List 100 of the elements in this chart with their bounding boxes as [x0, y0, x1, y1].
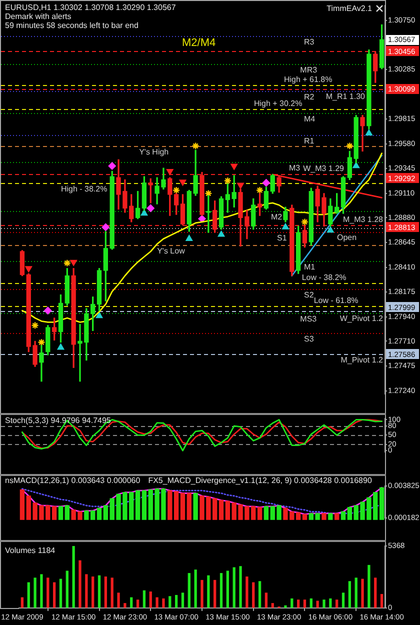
bar [334, 513, 340, 520]
bar [103, 505, 108, 520]
bar [246, 576, 248, 608]
point [192, 142, 200, 150]
annotation: M_M3 1.28 [342, 215, 384, 224]
bar [142, 490, 147, 520]
bar [380, 594, 384, 608]
point [327, 226, 334, 233]
ref-line-label: M2 [270, 212, 283, 222]
bar [361, 578, 364, 608]
bar [34, 578, 36, 608]
point [57, 344, 64, 350]
bar [310, 598, 312, 608]
bar [258, 581, 262, 608]
point [262, 179, 270, 187]
point [204, 190, 212, 198]
bar [348, 581, 352, 608]
ref-line-label: Open [336, 233, 357, 242]
bar [303, 600, 306, 608]
bar [316, 600, 319, 608]
bar [64, 505, 70, 520]
bar [52, 506, 57, 520]
annotation: M_R1 1.30 [326, 92, 366, 102]
bar [329, 598, 332, 608]
ref-line-label: R1 [304, 136, 315, 146]
point [218, 230, 225, 237]
bar [78, 560, 82, 608]
bar [296, 512, 301, 520]
text: FX5_MACD_Divergence_v1.1(12, 26, 9) 0.0036428 0.0016890 [148, 476, 372, 486]
bar [226, 570, 230, 608]
bar [66, 570, 68, 608]
bar [96, 508, 102, 520]
bar [342, 592, 345, 608]
bar [85, 574, 88, 608]
bar [130, 597, 133, 608]
bar [296, 600, 300, 608]
ref-line-label: M3 [288, 163, 301, 172]
bar [149, 592, 152, 608]
bar [162, 598, 165, 608]
bar [46, 578, 50, 608]
bar [156, 597, 158, 608]
bar [354, 578, 358, 608]
ref-line-label: S3 [304, 334, 314, 344]
bar [40, 574, 43, 608]
annotation: M2/M4 [182, 37, 216, 50]
ref-line-label: S2 [304, 290, 314, 300]
bar [174, 491, 179, 520]
bar [20, 489, 25, 520]
bar [214, 580, 216, 608]
point [166, 169, 174, 176]
annotation: W_Pivot 1.2 [340, 314, 384, 324]
annotation: TimmEAv2.1 [326, 4, 373, 14]
bar [374, 578, 377, 608]
bar [168, 596, 172, 608]
bar [368, 564, 370, 608]
ref-line-label: MS3 [300, 314, 318, 324]
ref-line-label: Y's High [139, 147, 169, 156]
chart-title: nsMACD(12,26,1) 0.003643 0.000060 [5, 476, 141, 486]
point [256, 186, 264, 194]
bar [20, 597, 24, 608]
point [282, 223, 289, 230]
bar [302, 514, 308, 520]
bar [174, 594, 178, 608]
bar [322, 600, 326, 608]
ref-line-label: R3 [304, 37, 315, 46]
point [366, 129, 372, 136]
bar [58, 506, 64, 520]
bar [186, 492, 192, 520]
bar [136, 600, 140, 608]
bar [264, 592, 268, 608]
ref-line-label: High + 61.8% [284, 75, 332, 84]
bar [347, 506, 352, 520]
chart-title: EURUSD,H1 1.30302 1.30708 1.30290 1.30567 [5, 3, 176, 12]
bar [322, 513, 326, 520]
bar [284, 605, 287, 608]
chart-title: Stoch(5,3,3) 94.9796 94.7495 [5, 416, 112, 426]
bar [328, 513, 333, 520]
point [70, 260, 77, 266]
bar [252, 582, 255, 608]
bar [181, 592, 184, 608]
point [346, 142, 354, 150]
annotation: W_M3 1.29 [303, 164, 345, 174]
bar [135, 490, 140, 520]
ref-line-label: Y's Low [157, 246, 186, 256]
bar [72, 546, 75, 608]
ref-line-label: M1 [304, 262, 316, 272]
point [300, 218, 309, 226]
point [237, 182, 244, 189]
bar [59, 578, 62, 608]
bar [264, 506, 269, 520]
bar [257, 506, 262, 520]
ref-line-label: High + 30.2% [254, 99, 302, 108]
ref-line-label: R2 [304, 92, 315, 102]
point [44, 306, 52, 314]
bar [27, 582, 30, 608]
point [31, 322, 39, 330]
ref-line-label: High - 38.2% [60, 184, 108, 194]
bar [207, 575, 210, 608]
point [230, 164, 238, 170]
bar [218, 500, 224, 520]
